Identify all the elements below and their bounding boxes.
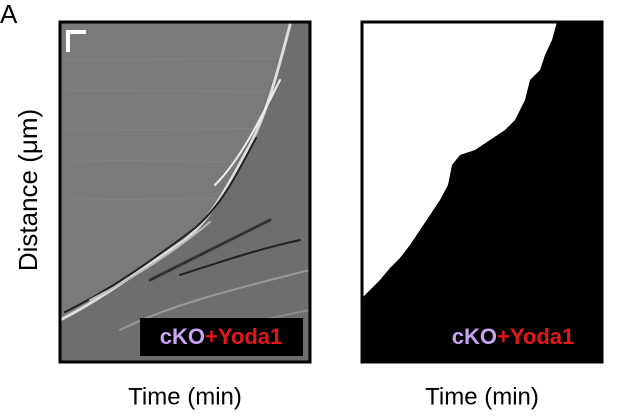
x-axis-label: Time (min): [128, 383, 242, 410]
binary-mask: [362, 22, 602, 362]
scale-bar: [66, 30, 86, 52]
panel-label: A: [0, 0, 18, 29]
condition-label: cKO+Yoda1: [452, 324, 575, 349]
genotype: cKO: [452, 324, 497, 349]
y-axis-label: Distance (μm): [13, 109, 43, 271]
genotype: cKO: [160, 324, 205, 349]
kymograph: [60, 22, 310, 362]
treatment: +Yoda1: [205, 324, 282, 349]
x-axis-label: Time (min): [425, 383, 539, 410]
panel-frame: [58, 20, 312, 364]
label-box: [140, 318, 303, 356]
condition-label: cKO+Yoda1: [160, 324, 283, 349]
panel-frame: [360, 20, 604, 364]
treatment: +Yoda1: [497, 324, 574, 349]
